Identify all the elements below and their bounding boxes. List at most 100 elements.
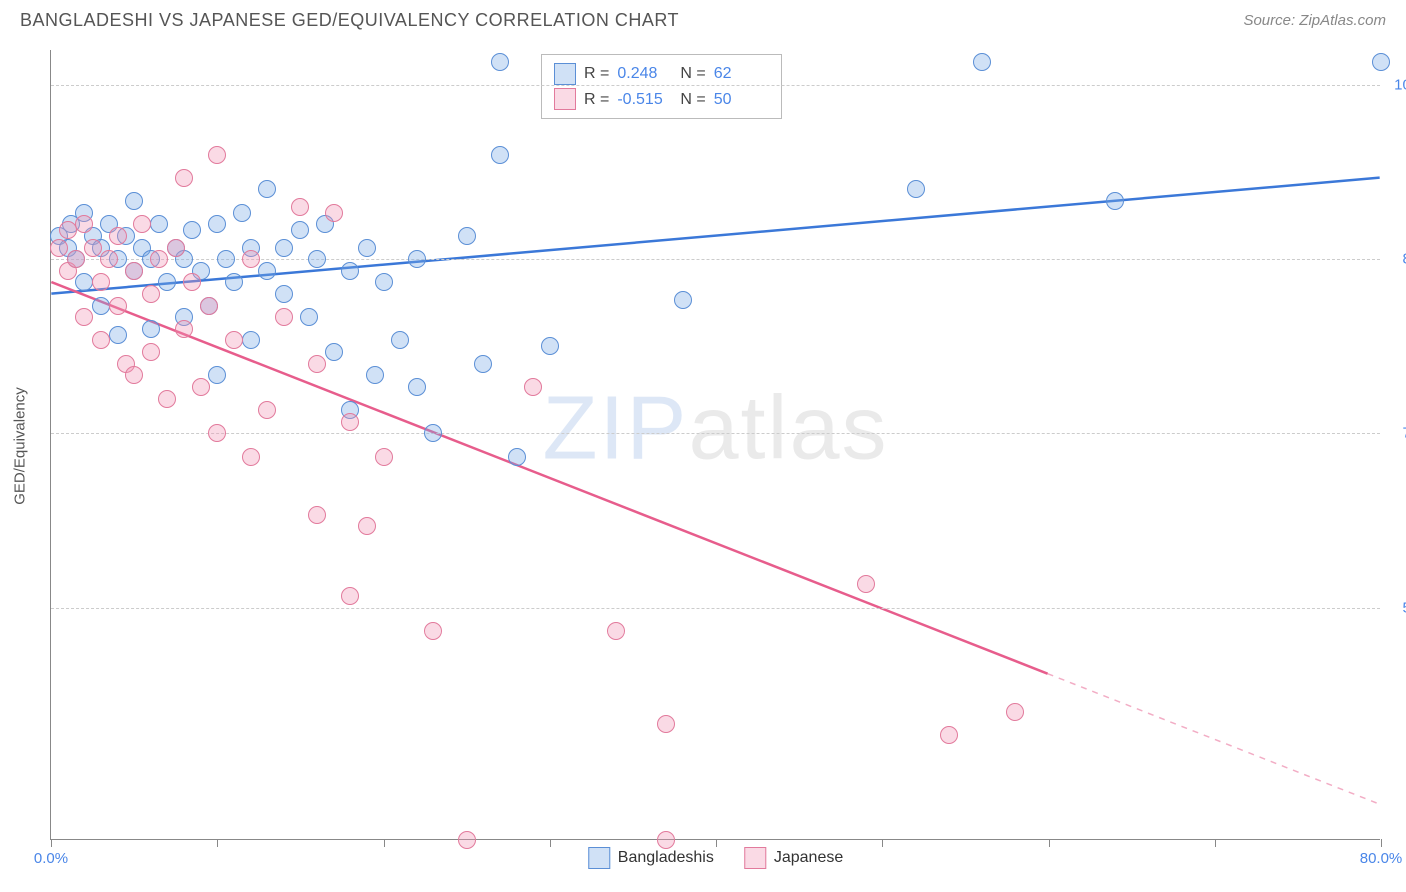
data-point: [258, 180, 276, 198]
data-point: [857, 575, 875, 593]
x-tick: [384, 839, 385, 847]
watermark: ZIPatlas: [542, 377, 888, 480]
data-point: [67, 250, 85, 268]
data-point: [375, 448, 393, 466]
y-tick-label: 100.0%: [1385, 76, 1406, 93]
legend-item: Japanese: [744, 847, 843, 869]
r-label: R =: [584, 87, 609, 113]
data-point: [607, 622, 625, 640]
data-point: [541, 337, 559, 355]
x-tick-label: 0.0%: [34, 850, 68, 867]
series-legend: Bangladeshis Japanese: [588, 847, 843, 869]
scatter-chart: ZIPatlas R =0.248N =62R =-0.515N =50 Ban…: [50, 50, 1380, 840]
data-point: [508, 448, 526, 466]
data-point: [258, 262, 276, 280]
legend-swatch: [554, 88, 576, 110]
data-point: [59, 221, 77, 239]
data-point: [940, 726, 958, 744]
data-point: [358, 239, 376, 257]
data-point: [325, 343, 343, 361]
data-point: [192, 378, 210, 396]
data-point: [92, 297, 110, 315]
data-point: [291, 221, 309, 239]
data-point: [225, 273, 243, 291]
data-point: [242, 448, 260, 466]
legend-row: R =0.248N =62: [554, 61, 769, 87]
legend-swatch: [744, 847, 766, 869]
r-label: R =: [584, 61, 609, 87]
data-point: [408, 378, 426, 396]
gridline: [51, 85, 1380, 86]
data-point: [341, 587, 359, 605]
data-point: [973, 53, 991, 71]
data-point: [142, 343, 160, 361]
data-point: [125, 366, 143, 384]
data-point: [275, 285, 293, 303]
data-point: [341, 413, 359, 431]
gridline: [51, 608, 1380, 609]
gridline: [51, 433, 1380, 434]
x-tick: [1215, 839, 1216, 847]
data-point: [125, 262, 143, 280]
legend-swatch: [588, 847, 610, 869]
data-point: [391, 331, 409, 349]
data-point: [358, 517, 376, 535]
data-point: [491, 146, 509, 164]
data-point: [458, 227, 476, 245]
r-value: -0.515: [617, 87, 672, 113]
data-point: [150, 215, 168, 233]
data-point: [657, 715, 675, 733]
x-tick: [51, 839, 52, 847]
data-point: [142, 285, 160, 303]
x-tick: [1049, 839, 1050, 847]
data-point: [474, 355, 492, 373]
data-point: [1106, 192, 1124, 210]
data-point: [158, 273, 176, 291]
data-point: [92, 331, 110, 349]
x-tick: [716, 839, 717, 847]
data-point: [674, 291, 692, 309]
data-point: [308, 355, 326, 373]
x-tick: [882, 839, 883, 847]
legend-item: Bangladeshis: [588, 847, 714, 869]
n-value: 50: [714, 87, 769, 113]
r-value: 0.248: [617, 61, 672, 87]
data-point: [657, 831, 675, 849]
data-point: [75, 215, 93, 233]
data-point: [183, 221, 201, 239]
legend-label: Bangladeshis: [618, 849, 714, 867]
data-point: [291, 198, 309, 216]
data-point: [208, 146, 226, 164]
y-tick-label: 85.0%: [1385, 251, 1406, 268]
data-point: [258, 401, 276, 419]
data-point: [183, 273, 201, 291]
data-point: [208, 366, 226, 384]
data-point: [233, 204, 251, 222]
n-label: N =: [680, 87, 705, 113]
x-tick: [217, 839, 218, 847]
data-point: [375, 273, 393, 291]
data-point: [133, 215, 151, 233]
x-tick: [1381, 839, 1382, 847]
data-point: [100, 250, 118, 268]
chart-title: BANGLADESHI VS JAPANESE GED/EQUIVALENCY …: [20, 10, 679, 31]
data-point: [150, 250, 168, 268]
data-point: [109, 326, 127, 344]
data-point: [408, 250, 426, 268]
data-point: [50, 239, 68, 257]
data-point: [308, 506, 326, 524]
n-label: N =: [680, 61, 705, 87]
data-point: [125, 192, 143, 210]
data-point: [308, 250, 326, 268]
data-point: [109, 227, 127, 245]
data-point: [175, 169, 193, 187]
data-point: [200, 297, 218, 315]
data-point: [217, 250, 235, 268]
legend-label: Japanese: [774, 849, 843, 867]
data-point: [1006, 703, 1024, 721]
data-point: [109, 297, 127, 315]
data-point: [92, 273, 110, 291]
data-point: [424, 622, 442, 640]
data-point: [167, 239, 185, 257]
stats-legend: R =0.248N =62R =-0.515N =50: [541, 54, 782, 119]
